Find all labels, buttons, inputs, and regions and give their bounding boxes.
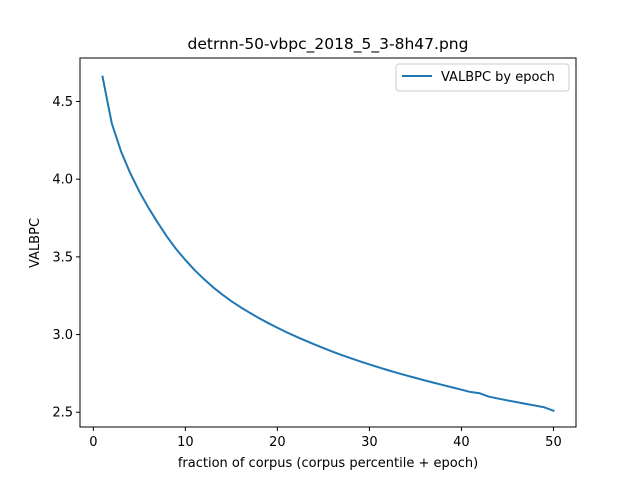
y-tick-label: 2.5 [52,406,73,421]
x-tick-label: 30 [361,435,378,450]
plot-frame [79,57,577,428]
y-tick-label: 3.5 [52,250,73,265]
x-tick-label: 10 [177,435,194,450]
legend-box [395,63,570,92]
x-axis-label: fraction of corpus (corpus percentile + … [178,456,478,471]
series-line [101,75,555,412]
chart-title: detrnn-50-vbpc_2018_5_3-8h47.png [188,35,469,54]
x-tick-label: 20 [269,435,286,450]
y-tick-label: 4.0 [52,173,73,188]
legend-label: VALBPC by epoch [441,70,555,85]
x-tick-label: 50 [545,435,562,450]
y-tick-label: 4.5 [52,95,73,110]
legend: VALBPC by epoch [395,63,570,92]
series-layer [101,75,555,412]
y-axis-label: VALBPC [28,218,43,268]
x-tick-label: 0 [89,435,97,450]
plot-area [80,58,576,427]
y-tick-label: 3.0 [52,328,73,343]
x-axis-ticks: 0 10 20 30 40 50 [89,427,562,450]
x-tick-label: 40 [453,435,470,450]
y-axis-ticks: 2.5 3.0 3.5 4.0 4.5 [52,95,80,421]
